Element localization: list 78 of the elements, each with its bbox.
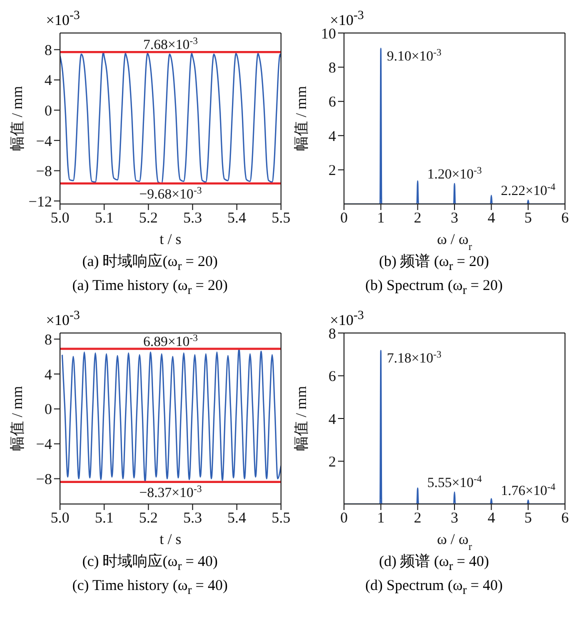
x-tick-label: 5.2 (139, 510, 158, 527)
y-tick-label: 6 (328, 369, 336, 386)
y-tick-label: 4 (328, 128, 336, 145)
y-axis-title: 幅值 / mm (9, 86, 26, 152)
y-tick-label: −4 (36, 437, 52, 454)
y-tick-label: 8 (44, 42, 52, 59)
x-tick-label: 3 (450, 210, 458, 227)
x-tick-label: 5.5 (272, 210, 290, 227)
y-tick-label: 4 (328, 412, 336, 428)
line-series (60, 51, 281, 184)
x-tick-label: 0 (340, 510, 348, 527)
y-tick-label: 0 (44, 402, 52, 418)
x-tick-label: 5 (524, 210, 532, 227)
x-tick-label: 6 (561, 210, 570, 227)
x-tick-label: 2 (414, 510, 422, 527)
line-series (62, 348, 281, 483)
x-tick-label: 5.4 (227, 210, 247, 227)
text: (b) 频谱 (ω$_{r}$ = 20) (378, 252, 490, 275)
ref-line-label: 7.68×10$^{-3}$ (143, 36, 198, 54)
text: (d) Spectrum (ω$_{r}$ = 40) (364, 577, 504, 599)
text: (c) Time history (ω$_{r}$ = 40) (71, 577, 229, 599)
annotation: 9.10×10$^{-3}$ (386, 46, 442, 64)
y-tick-label: 0 (44, 104, 52, 120)
y-tick-label: 8 (328, 60, 336, 77)
x-tick-label: 1 (377, 210, 385, 227)
x-axis-title: ω / ω$_{r}$ (437, 232, 472, 252)
x-tick-label: 5.4 (227, 510, 247, 527)
ref-line-label: −8.37×10$^{-3}$ (139, 483, 202, 501)
x-tick-label: 5.0 (50, 210, 70, 227)
text: ×10$^{-3}$ (46, 308, 80, 330)
y-axis-title: 幅值 / mm (293, 86, 310, 152)
x-tick-label: 5.0 (50, 510, 70, 527)
x-tick-label: 2 (414, 210, 422, 227)
text: (a) Time history (ω$_{r}$ = 20) (71, 277, 229, 299)
x-axis-title: t / s (160, 532, 182, 548)
text: ×10$^{-3}$ (330, 308, 364, 329)
x-tick-label: 6 (561, 510, 570, 527)
x-tick-label: 5.1 (94, 510, 114, 527)
text: (b) Spectrum (ω$_{r}$ = 20) (364, 277, 504, 299)
x-tick-label: 4 (488, 210, 496, 227)
annotation: 7.18×10$^{-3}$ (386, 349, 442, 367)
x-tick-label: 5.2 (139, 210, 158, 227)
y-tick-label: −12 (28, 194, 52, 210)
annotation: 2.22×10$^{-4}$ (500, 182, 556, 200)
annotation: 1.20×10$^{-3}$ (427, 164, 482, 182)
y-tick-label: 4 (44, 367, 52, 384)
text: (a) 时域响应(ω$_{r}$ = 20) (81, 252, 219, 275)
text: (d) 频谱 (ω$_{r}$ = 40) (378, 552, 490, 575)
y-tick-label: 4 (44, 73, 52, 90)
x-tick-label: 3 (450, 510, 458, 527)
y-tick-label: 6 (328, 94, 336, 111)
y-tick-label: 2 (328, 454, 336, 471)
x-tick-label: 5 (524, 510, 532, 527)
y-tick-label: 8 (44, 332, 52, 348)
text: ×10$^{-3}$ (330, 8, 364, 29)
ref-line-label: −9.68×10$^{-3}$ (139, 184, 202, 202)
x-tick-label: 5.3 (183, 510, 202, 527)
y-tick-label: −4 (36, 134, 52, 150)
x-tick-label: 1 (377, 510, 385, 527)
x-tick-label: 5.1 (94, 210, 114, 227)
y-axis-title: 幅值 / mm (9, 386, 26, 452)
x-axis-title: ω / ω$_{r}$ (437, 532, 472, 552)
x-tick-label: 5.3 (183, 210, 202, 227)
text: ×10$^{-3}$ (46, 8, 80, 30)
y-tick-label: 2 (328, 163, 336, 180)
y-tick-label: 10 (321, 26, 336, 42)
y-tick-label: 8 (328, 326, 336, 342)
x-tick-label: 0 (340, 210, 348, 227)
x-tick-label: 5.5 (272, 510, 290, 527)
x-axis-title: t / s (160, 232, 182, 248)
y-tick-label: −8 (36, 164, 52, 180)
annotation: 1.76×10$^{-4}$ (500, 482, 556, 500)
x-tick-label: 4 (488, 510, 496, 527)
annotation: 5.55×10$^{-4}$ (427, 474, 482, 492)
text: (c) 时域响应(ω$_{r}$ = 40) (81, 552, 219, 575)
y-axis-title: 幅值 / mm (293, 386, 310, 452)
y-tick-label: −8 (36, 472, 52, 488)
ref-line-label: 6.89×10$^{-3}$ (143, 332, 198, 350)
